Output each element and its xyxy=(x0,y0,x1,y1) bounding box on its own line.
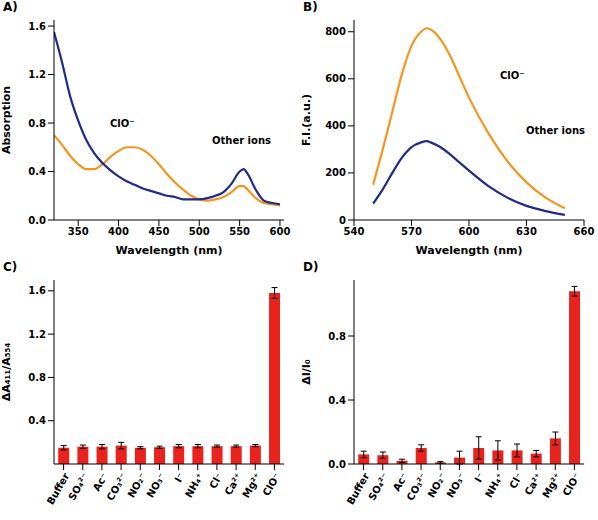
svg-text:0.8: 0.8 xyxy=(328,331,346,342)
svg-text:Ac⁻: Ac⁻ xyxy=(391,471,410,493)
html-text:ClO⁻: ClO⁻ xyxy=(500,70,525,81)
svg-text:NO₂⁻: NO₂⁻ xyxy=(425,471,449,500)
html-text:C): C) xyxy=(3,260,18,274)
svg-text:I⁻: I⁻ xyxy=(472,471,486,484)
svg-text:NH₄⁺: NH₄⁺ xyxy=(183,471,206,499)
svg-text:200: 200 xyxy=(325,167,346,178)
svg-text:0.4: 0.4 xyxy=(28,166,46,177)
svg-text:NO₃⁻: NO₃⁻ xyxy=(145,471,168,499)
svg-text:450: 450 xyxy=(148,226,169,237)
svg-text:0.0: 0.0 xyxy=(328,459,346,470)
svg-text:0.4: 0.4 xyxy=(28,415,46,426)
svg-text:630: 630 xyxy=(516,226,537,237)
svg-text:Buffer: Buffer xyxy=(345,471,372,506)
svg-text:0.8: 0.8 xyxy=(28,372,46,383)
svg-text:Mg²⁺: Mg²⁺ xyxy=(540,471,563,500)
svg-text:Absorption: Absorption xyxy=(0,86,13,154)
svg-text:1.6: 1.6 xyxy=(28,21,46,32)
html-text:ClO⁻: ClO⁻ xyxy=(110,118,135,129)
svg-text:800: 800 xyxy=(325,26,346,37)
svg-text:Cl⁻: Cl⁻ xyxy=(207,471,225,490)
svg-text:550: 550 xyxy=(229,226,250,237)
html-text:Other ions: Other ions xyxy=(526,125,585,136)
svg-text:Wavelength (nm): Wavelength (nm) xyxy=(416,244,523,257)
svg-text:Cl⁻: Cl⁻ xyxy=(507,471,525,490)
svg-text:1.2: 1.2 xyxy=(28,69,46,80)
svg-text:Ac⁻: Ac⁻ xyxy=(91,471,110,493)
html-text:B): B) xyxy=(303,0,318,14)
svg-text:CO₃²⁻: CO₃²⁻ xyxy=(104,471,128,502)
svg-text:ClO⁻: ClO⁻ xyxy=(260,471,282,498)
svg-text:ΔA₄₁₁/A₅₅₄: ΔA₄₁₁/A₅₅₄ xyxy=(0,343,13,402)
svg-text:NO₂⁻: NO₂⁻ xyxy=(125,471,149,500)
svg-text:600: 600 xyxy=(325,73,346,84)
svg-text:Wavelength (nm): Wavelength (nm) xyxy=(116,244,223,257)
svg-text:400: 400 xyxy=(108,226,129,237)
html-text:A): A) xyxy=(3,0,18,14)
svg-text:Mg²⁺: Mg²⁺ xyxy=(240,471,263,500)
svg-text:Ca²⁺: Ca²⁺ xyxy=(522,471,544,498)
svg-text:600: 600 xyxy=(459,226,480,237)
svg-text:Ca²⁺: Ca²⁺ xyxy=(222,471,244,498)
svg-text:I⁻: I⁻ xyxy=(172,471,186,484)
svg-text:0.8: 0.8 xyxy=(28,118,46,129)
svg-text:660: 660 xyxy=(574,226,595,237)
svg-text:540: 540 xyxy=(344,226,365,237)
svg-text:NO₃⁻: NO₃⁻ xyxy=(445,471,468,499)
html-text:Other ions: Other ions xyxy=(212,135,271,146)
svg-text:570: 570 xyxy=(401,226,422,237)
svg-text:600: 600 xyxy=(270,226,291,237)
svg-text:1.2: 1.2 xyxy=(28,329,46,340)
svg-text:NH₄⁺: NH₄⁺ xyxy=(483,471,506,499)
svg-text:400: 400 xyxy=(325,120,346,131)
svg-text:1.6: 1.6 xyxy=(28,285,46,296)
svg-text:0.4: 0.4 xyxy=(328,395,346,406)
svg-text:0: 0 xyxy=(339,215,346,226)
svg-text:SO₄²⁻: SO₄²⁻ xyxy=(366,471,390,502)
svg-text:500: 500 xyxy=(189,226,210,237)
svg-text:F.I.(a.u.): F.I.(a.u.) xyxy=(300,94,313,146)
svg-text:SO₄²⁻: SO₄²⁻ xyxy=(66,471,90,502)
html-text:D): D) xyxy=(303,260,319,274)
svg-text:Buffer: Buffer xyxy=(45,471,72,506)
svg-text:ClO⁻: ClO⁻ xyxy=(560,471,582,498)
svg-text:CO₃²⁻: CO₃²⁻ xyxy=(404,471,428,502)
svg-text:0.0: 0.0 xyxy=(28,215,46,226)
svg-text:ΔI/I₀: ΔI/I₀ xyxy=(300,359,313,385)
svg-text:350: 350 xyxy=(68,226,89,237)
